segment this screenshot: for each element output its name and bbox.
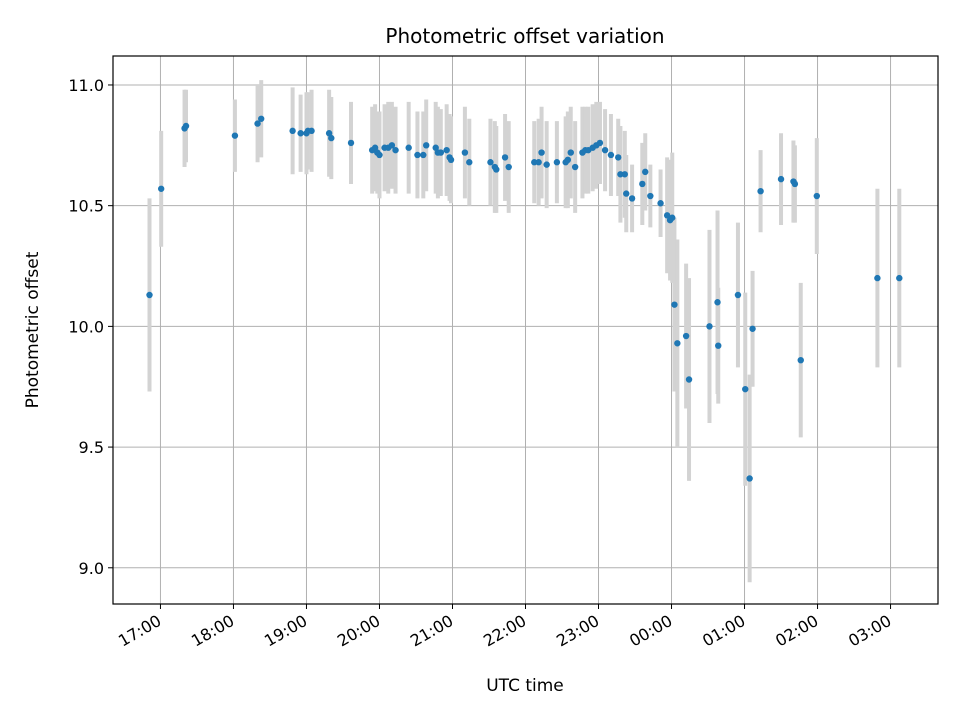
data-point bbox=[742, 385, 749, 393]
data-point bbox=[493, 166, 500, 173]
data-point bbox=[777, 175, 785, 183]
data-points bbox=[146, 115, 903, 482]
data-point bbox=[437, 149, 445, 156]
data-point bbox=[553, 159, 561, 166]
data-point bbox=[715, 342, 722, 349]
chart-title: Photometric offset variation bbox=[385, 24, 664, 48]
data-point bbox=[639, 180, 646, 188]
y-tick-label: 9.5 bbox=[79, 438, 104, 457]
y-tick-label: 11.0 bbox=[68, 76, 104, 95]
data-point bbox=[289, 127, 296, 135]
data-point bbox=[746, 475, 753, 482]
x-axis-label: UTC time bbox=[486, 676, 564, 696]
data-point bbox=[623, 190, 630, 197]
data-point bbox=[535, 159, 542, 166]
data-point bbox=[813, 192, 821, 200]
data-point bbox=[447, 156, 455, 164]
data-point bbox=[543, 161, 550, 168]
data-point bbox=[405, 144, 412, 151]
data-point bbox=[601, 146, 609, 154]
data-point bbox=[466, 159, 473, 166]
data-point bbox=[682, 332, 690, 340]
data-point bbox=[376, 151, 383, 159]
data-point bbox=[685, 376, 693, 383]
data-point bbox=[371, 144, 379, 151]
data-point bbox=[734, 291, 742, 299]
data-point bbox=[254, 120, 261, 127]
y-tick-label: 9.0 bbox=[79, 559, 104, 578]
data-point bbox=[674, 340, 681, 347]
y-axis: 9.0 9.5 10.0 10.5 11.0 bbox=[68, 76, 113, 578]
data-point bbox=[146, 291, 153, 299]
y-axis-label: Photometric offset bbox=[23, 251, 43, 408]
data-point bbox=[231, 132, 239, 139]
data-point bbox=[797, 356, 804, 364]
data-point bbox=[706, 323, 713, 330]
data-point bbox=[607, 151, 615, 159]
data-point bbox=[642, 168, 649, 176]
data-point bbox=[531, 159, 538, 166]
data-point bbox=[538, 149, 545, 156]
data-point bbox=[564, 156, 572, 164]
data-point bbox=[571, 163, 579, 171]
data-point bbox=[414, 151, 421, 159]
data-point bbox=[757, 187, 764, 195]
data-point bbox=[157, 185, 165, 192]
data-point bbox=[328, 134, 335, 142]
data-point bbox=[505, 163, 512, 171]
data-point bbox=[567, 149, 574, 156]
data-point bbox=[671, 301, 678, 308]
data-point bbox=[420, 151, 427, 159]
data-point bbox=[628, 195, 636, 202]
data-point bbox=[647, 192, 654, 200]
data-point bbox=[749, 325, 756, 332]
data-point bbox=[501, 154, 509, 161]
data-point bbox=[461, 149, 469, 156]
data-point bbox=[896, 274, 903, 282]
data-point bbox=[874, 274, 881, 282]
data-point bbox=[443, 146, 450, 154]
data-point bbox=[487, 159, 494, 166]
data-point bbox=[617, 171, 624, 178]
data-point bbox=[388, 142, 396, 149]
data-point bbox=[669, 214, 676, 221]
data-point bbox=[182, 122, 190, 130]
data-point bbox=[657, 200, 664, 207]
data-point bbox=[325, 130, 333, 137]
y-tick-label: 10.5 bbox=[68, 197, 104, 216]
data-point bbox=[392, 146, 399, 154]
data-point bbox=[714, 299, 721, 306]
data-point bbox=[308, 127, 315, 135]
data-point bbox=[258, 115, 265, 122]
data-point bbox=[297, 130, 304, 137]
data-point bbox=[621, 171, 628, 178]
data-point bbox=[615, 154, 622, 161]
data-point bbox=[347, 139, 355, 147]
data-point bbox=[596, 139, 604, 147]
data-point bbox=[663, 212, 671, 219]
data-point bbox=[423, 142, 430, 149]
data-point bbox=[432, 144, 439, 151]
data-point bbox=[791, 180, 799, 188]
y-tick-label: 10.0 bbox=[68, 317, 104, 336]
